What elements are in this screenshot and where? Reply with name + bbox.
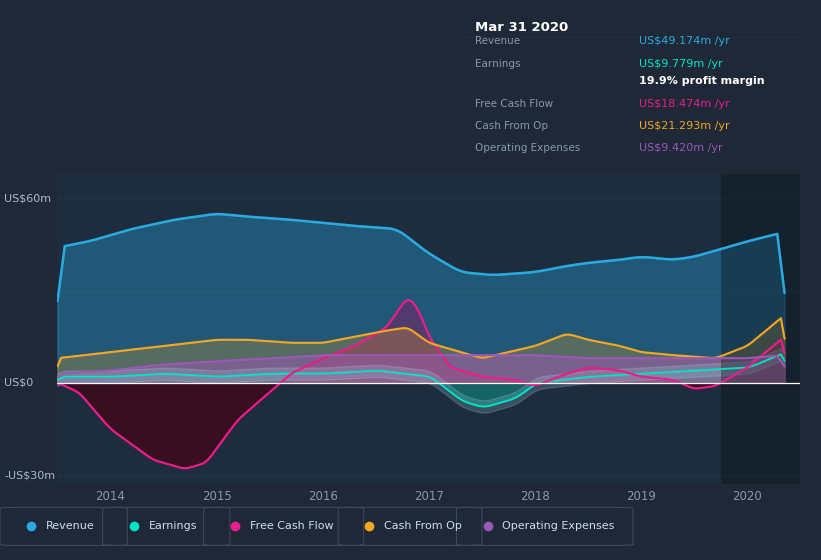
Text: Free Cash Flow: Free Cash Flow — [475, 99, 553, 109]
Text: -US$30m: -US$30m — [4, 470, 55, 480]
Text: US$21.293m /yr: US$21.293m /yr — [639, 121, 729, 131]
Text: Earnings: Earnings — [475, 59, 521, 69]
Text: US$9.779m /yr: US$9.779m /yr — [639, 59, 722, 69]
Text: US$0: US$0 — [4, 378, 34, 388]
Text: Revenue: Revenue — [46, 521, 94, 531]
Text: US$60m: US$60m — [4, 193, 51, 203]
Text: US$18.474m /yr: US$18.474m /yr — [639, 99, 729, 109]
Bar — [721, 174, 800, 484]
Text: Revenue: Revenue — [475, 36, 521, 46]
Text: Cash From Op: Cash From Op — [475, 121, 548, 131]
Text: Cash From Op: Cash From Op — [384, 521, 462, 531]
Text: Operating Expenses: Operating Expenses — [475, 143, 580, 153]
Text: 19.9% profit margin: 19.9% profit margin — [639, 76, 764, 86]
Text: Free Cash Flow: Free Cash Flow — [250, 521, 333, 531]
Text: US$9.420m /yr: US$9.420m /yr — [639, 143, 722, 153]
Text: Earnings: Earnings — [149, 521, 197, 531]
Text: US$49.174m /yr: US$49.174m /yr — [639, 36, 729, 46]
Text: Operating Expenses: Operating Expenses — [502, 521, 615, 531]
Text: Mar 31 2020: Mar 31 2020 — [475, 21, 568, 34]
